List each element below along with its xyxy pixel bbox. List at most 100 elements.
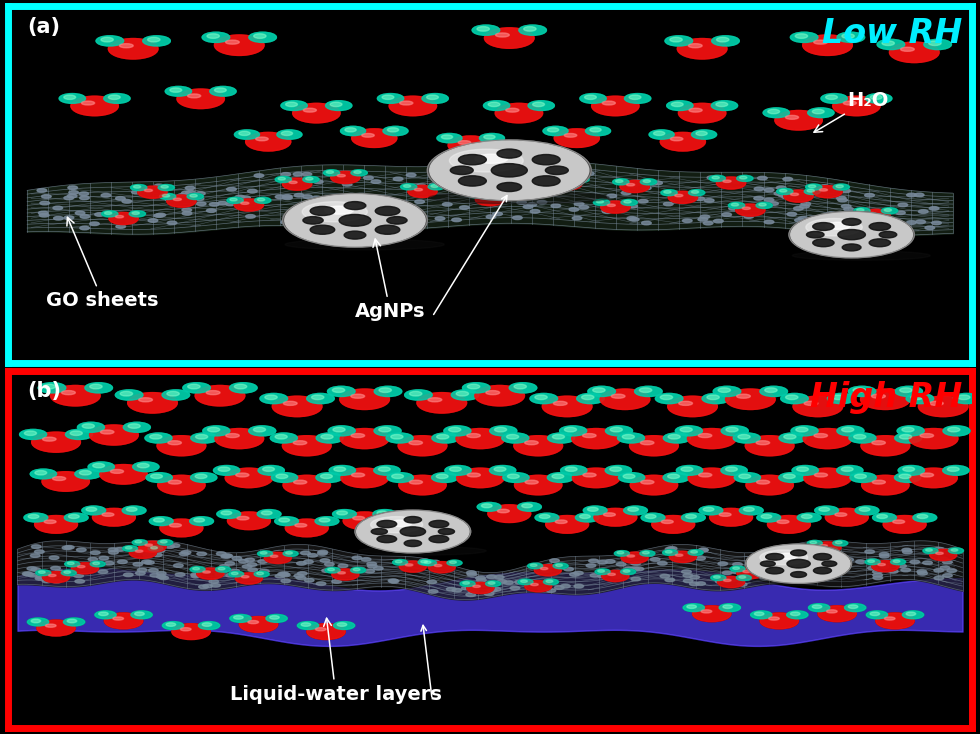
Circle shape — [760, 576, 769, 580]
Circle shape — [249, 32, 276, 43]
Ellipse shape — [169, 480, 181, 484]
Circle shape — [148, 219, 158, 222]
Ellipse shape — [514, 436, 563, 456]
Circle shape — [239, 131, 250, 136]
Ellipse shape — [909, 468, 957, 487]
Circle shape — [865, 93, 892, 103]
Circle shape — [27, 618, 49, 626]
Circle shape — [65, 545, 74, 549]
Circle shape — [82, 506, 106, 515]
Circle shape — [419, 559, 429, 562]
Circle shape — [257, 573, 264, 575]
Circle shape — [949, 548, 963, 553]
Circle shape — [64, 618, 84, 626]
Ellipse shape — [72, 563, 99, 574]
Circle shape — [497, 175, 507, 179]
Circle shape — [207, 34, 220, 38]
Ellipse shape — [737, 567, 763, 578]
Circle shape — [230, 614, 251, 622]
Ellipse shape — [206, 390, 220, 395]
Ellipse shape — [51, 385, 100, 406]
Ellipse shape — [34, 515, 77, 533]
Circle shape — [389, 579, 399, 583]
Circle shape — [452, 390, 479, 400]
Circle shape — [24, 513, 48, 522]
Ellipse shape — [524, 581, 552, 592]
Circle shape — [155, 549, 165, 553]
Circle shape — [791, 32, 818, 43]
Circle shape — [688, 550, 703, 556]
Circle shape — [872, 570, 882, 573]
Circle shape — [710, 175, 725, 181]
Circle shape — [857, 224, 865, 228]
Ellipse shape — [784, 190, 813, 202]
Circle shape — [628, 204, 638, 208]
Ellipse shape — [717, 576, 745, 588]
Circle shape — [90, 562, 105, 567]
Circle shape — [951, 549, 957, 551]
Ellipse shape — [626, 184, 635, 186]
Circle shape — [665, 578, 674, 581]
Circle shape — [225, 562, 234, 565]
Ellipse shape — [388, 520, 412, 526]
Circle shape — [698, 217, 708, 221]
Circle shape — [546, 580, 553, 583]
Circle shape — [382, 95, 394, 99]
Circle shape — [867, 560, 874, 562]
Ellipse shape — [340, 429, 389, 448]
Circle shape — [913, 513, 937, 522]
Circle shape — [539, 515, 550, 518]
Circle shape — [116, 390, 143, 400]
Ellipse shape — [127, 393, 177, 413]
Circle shape — [856, 560, 865, 564]
Circle shape — [38, 382, 66, 393]
Ellipse shape — [674, 195, 683, 197]
Circle shape — [123, 422, 150, 432]
Circle shape — [635, 386, 662, 396]
Circle shape — [158, 539, 172, 545]
Circle shape — [418, 559, 433, 565]
Ellipse shape — [332, 569, 359, 580]
Ellipse shape — [723, 579, 731, 581]
Circle shape — [229, 382, 257, 393]
Ellipse shape — [861, 476, 909, 495]
Circle shape — [825, 95, 838, 99]
Ellipse shape — [582, 434, 596, 437]
Circle shape — [530, 393, 558, 404]
Ellipse shape — [138, 186, 168, 198]
Circle shape — [353, 203, 368, 208]
Circle shape — [150, 573, 160, 577]
Ellipse shape — [531, 584, 538, 586]
Circle shape — [876, 230, 886, 233]
Circle shape — [671, 551, 681, 554]
Circle shape — [938, 557, 948, 561]
Circle shape — [303, 176, 319, 183]
Circle shape — [74, 574, 83, 578]
Circle shape — [584, 95, 597, 99]
Ellipse shape — [776, 553, 798, 559]
Circle shape — [471, 193, 478, 195]
Circle shape — [216, 567, 230, 573]
Circle shape — [148, 37, 160, 42]
Circle shape — [77, 422, 105, 432]
Circle shape — [93, 463, 105, 468]
Circle shape — [573, 571, 583, 575]
Circle shape — [387, 473, 414, 482]
Circle shape — [210, 87, 236, 96]
Circle shape — [318, 550, 327, 554]
Ellipse shape — [835, 513, 847, 516]
Circle shape — [553, 563, 568, 569]
Circle shape — [89, 222, 99, 225]
Circle shape — [185, 191, 195, 195]
Ellipse shape — [746, 476, 794, 495]
Circle shape — [620, 569, 636, 575]
Circle shape — [808, 603, 830, 611]
Ellipse shape — [909, 429, 958, 448]
Circle shape — [392, 474, 404, 479]
Ellipse shape — [399, 476, 446, 495]
Circle shape — [716, 580, 726, 584]
Circle shape — [616, 208, 625, 212]
Text: (b): (b) — [27, 382, 61, 401]
Circle shape — [898, 203, 907, 207]
Circle shape — [282, 195, 292, 198]
